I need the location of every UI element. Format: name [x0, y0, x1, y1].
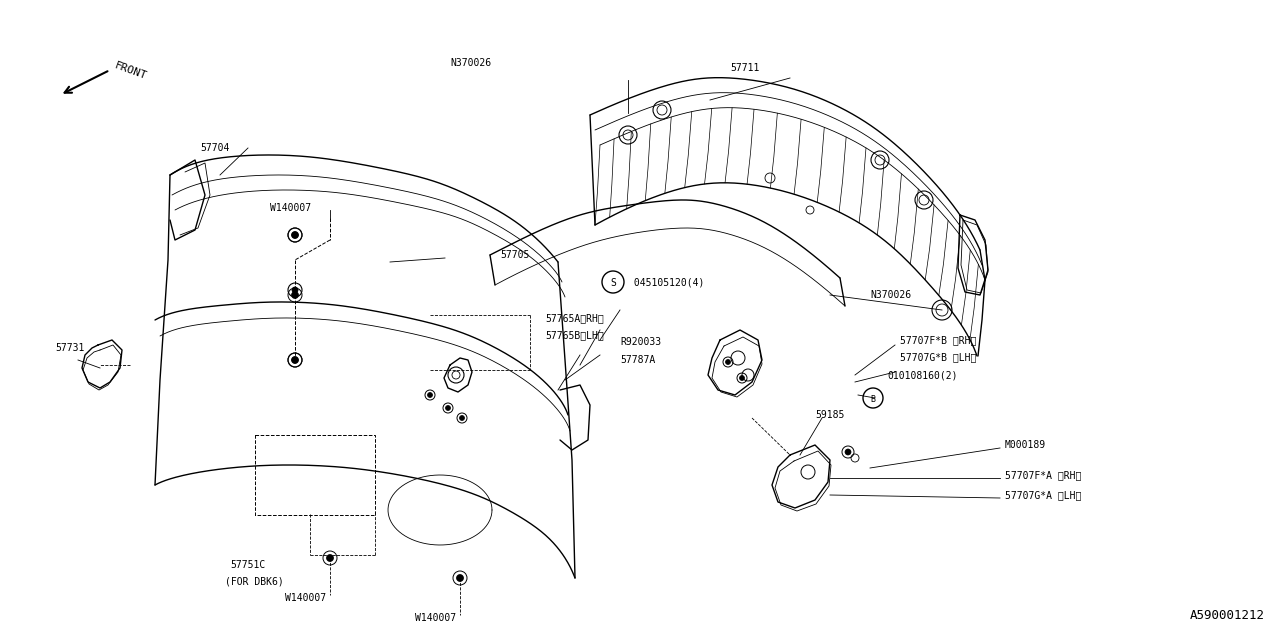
Text: 010108160(2): 010108160(2) — [887, 370, 957, 380]
Circle shape — [292, 232, 298, 238]
Text: W140007: W140007 — [285, 593, 326, 603]
Text: FRONT: FRONT — [114, 60, 148, 81]
Circle shape — [326, 554, 334, 561]
Text: 57731: 57731 — [55, 343, 84, 353]
Circle shape — [292, 232, 298, 239]
Text: 57707F*B 〈RH〉: 57707F*B 〈RH〉 — [900, 335, 977, 345]
Text: 57704: 57704 — [200, 143, 229, 153]
Text: 57707G*B 〈LH〉: 57707G*B 〈LH〉 — [900, 352, 977, 362]
Circle shape — [845, 449, 851, 455]
Text: N370026: N370026 — [451, 58, 492, 68]
Circle shape — [460, 415, 465, 420]
Circle shape — [740, 376, 745, 381]
Text: 57707F*A 〈RH〉: 57707F*A 〈RH〉 — [1005, 470, 1082, 480]
Text: 57705: 57705 — [500, 250, 530, 260]
Text: 57787A: 57787A — [620, 355, 655, 365]
Text: 57711: 57711 — [730, 63, 759, 73]
Circle shape — [292, 356, 298, 364]
Circle shape — [292, 357, 298, 363]
Bar — [255, 435, 375, 515]
Text: 045105120(4): 045105120(4) — [628, 277, 704, 287]
Text: W140007: W140007 — [270, 203, 311, 213]
Circle shape — [445, 406, 451, 410]
Circle shape — [428, 392, 433, 397]
Text: S: S — [611, 278, 616, 288]
Text: 57707G*A 〈LH〉: 57707G*A 〈LH〉 — [1005, 490, 1082, 500]
Text: 57765A〈RH〉: 57765A〈RH〉 — [545, 313, 604, 323]
Text: (FOR DBK6): (FOR DBK6) — [225, 577, 284, 587]
Text: W140007: W140007 — [415, 613, 456, 623]
Circle shape — [726, 360, 731, 365]
Circle shape — [292, 291, 298, 298]
Text: M000189: M000189 — [1005, 440, 1046, 450]
Circle shape — [292, 287, 298, 293]
Circle shape — [457, 575, 463, 582]
Text: 59185: 59185 — [815, 410, 845, 420]
Text: 57765B〈LH〉: 57765B〈LH〉 — [545, 330, 604, 340]
Text: N370026: N370026 — [870, 290, 911, 300]
Text: 57751C: 57751C — [230, 560, 265, 570]
Text: A590001212: A590001212 — [1190, 609, 1265, 622]
Text: B: B — [870, 394, 876, 403]
Text: R920033: R920033 — [620, 337, 662, 347]
